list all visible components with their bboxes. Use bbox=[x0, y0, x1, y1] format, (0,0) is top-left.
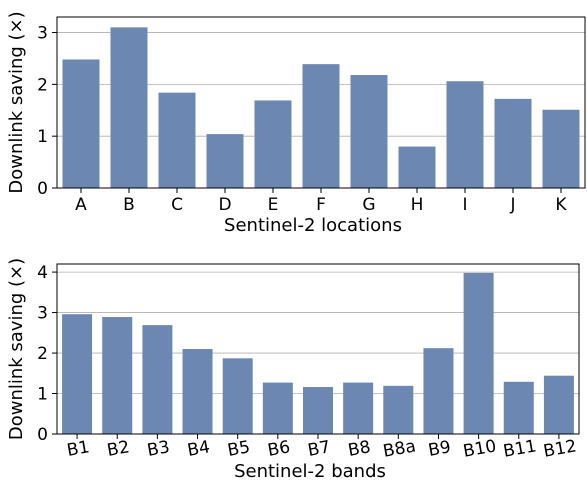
x-tick-label: E bbox=[268, 195, 279, 215]
bar-B10 bbox=[463, 272, 494, 434]
x-tick-label: B8 bbox=[346, 437, 372, 461]
x-tick-label: A bbox=[75, 195, 87, 215]
x-tick-label: B7 bbox=[306, 437, 332, 461]
x-tick-label: K bbox=[555, 195, 567, 215]
bar-B11 bbox=[503, 381, 534, 434]
bar-B7 bbox=[303, 387, 333, 434]
y-tick-label: 1 bbox=[37, 385, 48, 405]
bar-A bbox=[62, 59, 100, 189]
bar-B2 bbox=[102, 317, 133, 434]
bar-E bbox=[254, 100, 292, 188]
bar-F bbox=[302, 64, 340, 188]
x-tick-label: B1 bbox=[65, 437, 91, 461]
x-tick-label: C bbox=[171, 195, 183, 215]
y-tick-label: 1 bbox=[37, 127, 48, 147]
x-tick-label: J bbox=[509, 195, 515, 215]
x-tick-label: B9 bbox=[427, 437, 453, 461]
y-tick-label: 3 bbox=[37, 24, 48, 44]
x-tick-label: B8a bbox=[381, 436, 417, 461]
bar-B4 bbox=[182, 349, 213, 434]
y-tick-label: 3 bbox=[37, 304, 48, 324]
y-tick-label: 0 bbox=[37, 425, 48, 445]
bar-B3 bbox=[142, 325, 173, 434]
y-axis-label: Downlink saving (×) bbox=[6, 258, 27, 440]
x-tick-label: B3 bbox=[146, 437, 172, 461]
x-tick-label: B10 bbox=[462, 436, 498, 461]
x-tick-label: B11 bbox=[502, 436, 538, 461]
y-tick-label: 0 bbox=[37, 179, 48, 199]
bar-H bbox=[398, 146, 436, 188]
x-tick-label: B12 bbox=[542, 436, 578, 461]
bar-J bbox=[494, 98, 532, 188]
y-tick-label: 4 bbox=[37, 263, 48, 283]
bar-C bbox=[158, 92, 196, 188]
bar-B8 bbox=[343, 382, 374, 434]
x-tick-label: B6 bbox=[266, 437, 292, 461]
x-axis-label: Sentinel-2 locations bbox=[224, 215, 402, 236]
x-tick-label: B5 bbox=[226, 437, 252, 461]
chart-sentinel-bands: 0 1 2 3 4 B1 B2 B3 B4 B5 B6 B7 B8 B8a B9 B10 B11 B12 Senti… bbox=[6, 258, 580, 482]
x-tick-label: B4 bbox=[186, 437, 212, 461]
y-tick-label: 2 bbox=[37, 75, 48, 95]
x-axis-label: Sentinel-2 bands bbox=[234, 461, 386, 482]
bar-K bbox=[542, 109, 580, 188]
bar-G bbox=[350, 75, 388, 188]
x-tick-label: B2 bbox=[106, 437, 132, 461]
chart-sentinel-locations: 0 1 2 3 A B C D E F G H I J K Sentinel-2 locations Downl… bbox=[6, 11, 586, 236]
bar-B9 bbox=[423, 348, 454, 434]
bar-B5 bbox=[222, 358, 253, 434]
x-tick-label: B bbox=[123, 195, 135, 215]
bar-B1 bbox=[62, 314, 93, 434]
bar-B8a bbox=[383, 385, 414, 434]
bar-D bbox=[206, 134, 244, 188]
y-axis-label: Downlink saving (×) bbox=[6, 11, 27, 193]
x-tick-label: H bbox=[411, 195, 424, 215]
x-tick-label: G bbox=[362, 195, 375, 215]
y-tick-label: 2 bbox=[37, 344, 48, 364]
x-tick-label: I bbox=[462, 195, 467, 215]
bar-I bbox=[446, 81, 484, 188]
bar-B6 bbox=[262, 382, 293, 434]
x-tick-label: D bbox=[218, 195, 231, 215]
bar-B bbox=[110, 27, 148, 189]
x-tick-label: F bbox=[316, 195, 326, 215]
bar-B12 bbox=[543, 375, 574, 434]
